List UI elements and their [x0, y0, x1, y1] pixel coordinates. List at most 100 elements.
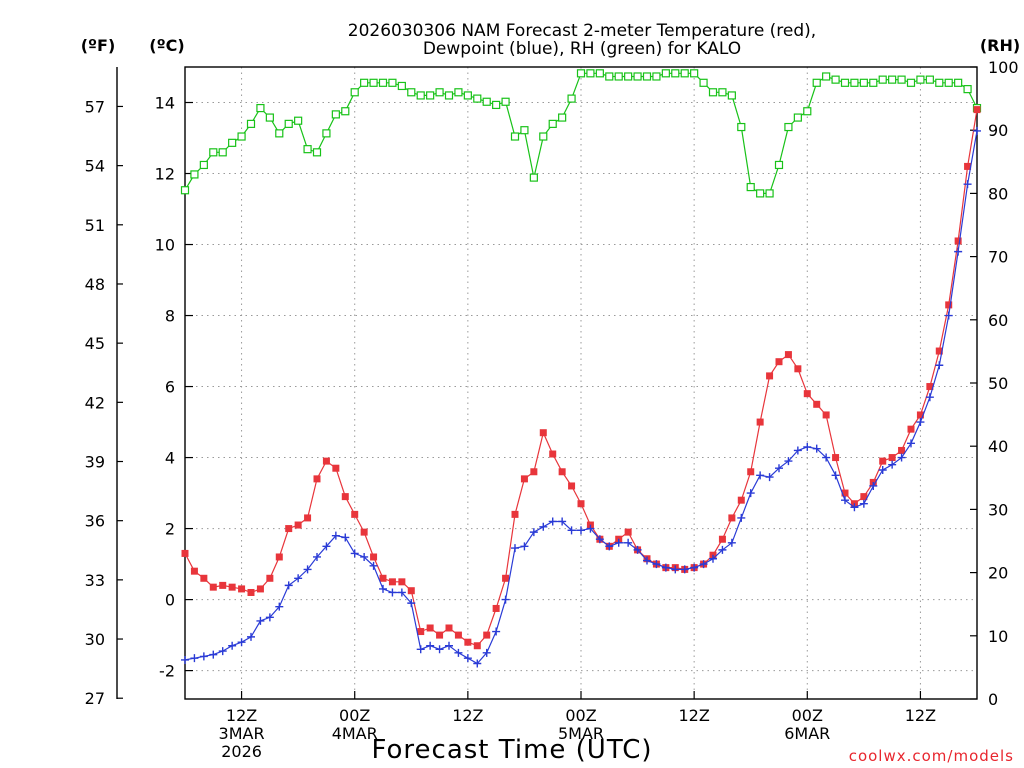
dewpoint-point [238, 638, 246, 646]
temperature-point [512, 511, 519, 518]
celsius-tick-label: -2 [159, 662, 175, 681]
temperature-point [380, 575, 387, 582]
rh-point [238, 133, 245, 140]
rh-point [540, 133, 547, 140]
temperature-point [332, 465, 339, 472]
dewpoint-point [549, 517, 557, 525]
temperature-point [314, 475, 321, 482]
temperature-point [908, 426, 915, 433]
celsius-tick-label: 2 [165, 520, 175, 539]
fahrenheit-tick-label: 36 [85, 512, 105, 531]
dewpoint-point [426, 642, 434, 650]
rh-tick-label: 70 [988, 248, 1008, 267]
dewpoint-point [954, 248, 962, 256]
temperature-point [361, 529, 368, 536]
temperature-point [257, 585, 264, 592]
rh-point [625, 73, 632, 80]
rh-axis-header: (RH) [980, 36, 1020, 55]
time-tick-label: 00Z [565, 706, 596, 725]
rh-point [889, 76, 896, 83]
celsius-tick-label: 6 [165, 378, 175, 397]
celsius-tick-label: 4 [165, 449, 175, 468]
temperature-point [889, 454, 896, 461]
rh-point [710, 89, 717, 96]
rh-tick-label: 10 [988, 627, 1008, 646]
rh-point [955, 79, 962, 86]
temperature-point [389, 578, 396, 585]
rh-tick-label: 40 [988, 437, 1008, 456]
temperature-point [747, 468, 754, 475]
rh-point [908, 79, 915, 86]
temperature-point [323, 458, 330, 465]
rh-point [266, 114, 273, 121]
rh-tick-label: 20 [988, 564, 1008, 583]
temperature-point [738, 497, 745, 504]
rh-point [512, 133, 519, 140]
temperature-point [483, 632, 490, 639]
dewpoint-point [577, 526, 585, 534]
dewpoint-point [219, 647, 227, 655]
temperature-point [832, 454, 839, 461]
rh-point [879, 76, 886, 83]
rh-point [823, 73, 830, 80]
rh-point [794, 114, 801, 121]
temperature-point [285, 525, 292, 532]
dewpoint-point [747, 489, 755, 497]
rh-point [200, 161, 207, 168]
rh-point [766, 190, 773, 197]
rh-point [662, 70, 669, 77]
rh-point [276, 130, 283, 137]
rh-point [860, 79, 867, 86]
rh-point [898, 76, 905, 83]
temperature-point [342, 493, 349, 500]
temperature-point [417, 628, 424, 635]
dewpoint-point [436, 645, 444, 653]
rh-point [455, 89, 462, 96]
temperature-point [427, 624, 434, 631]
celsius-tick-label: 10 [155, 236, 175, 255]
temperature-point [530, 468, 537, 475]
title-line-2: Dewpoint (blue), RH (green) for KALO [423, 39, 741, 59]
temperature-point [474, 642, 481, 649]
rh-point [578, 70, 585, 77]
dewpoint-point [539, 523, 547, 531]
rh-point [870, 79, 877, 86]
fahrenheit-axis: 2730333639424548515457 [85, 67, 123, 708]
dewpoint-point [256, 617, 264, 625]
rh-point [964, 86, 971, 93]
celsius-axis-header: (ºC) [149, 36, 184, 55]
temperature-point [823, 411, 830, 418]
rh-point [304, 146, 311, 153]
temperature-point [625, 529, 632, 536]
rh-point [502, 98, 509, 105]
rh-tick-label: 100 [988, 58, 1019, 77]
temperature-point [549, 451, 556, 458]
temperature-point [455, 632, 462, 639]
rh-point [436, 89, 443, 96]
temperature-point [521, 475, 528, 482]
dewpoint-point [341, 533, 349, 541]
rh-point [832, 76, 839, 83]
rh-point [804, 108, 811, 115]
rh-point [813, 79, 820, 86]
rh-point [691, 70, 698, 77]
rh-point [389, 79, 396, 86]
temperature-point [200, 575, 207, 582]
fahrenheit-tick-label: 30 [85, 630, 105, 649]
gridlines [185, 67, 977, 699]
temperature-point [568, 482, 575, 489]
temperature-point [493, 605, 500, 612]
rh-point [917, 76, 924, 83]
rh-point [191, 171, 198, 178]
fahrenheit-tick-label: 33 [85, 571, 105, 590]
temperature-point [276, 553, 283, 560]
temperature-point [436, 632, 443, 639]
rh-point [248, 120, 255, 127]
dewpoint-point [860, 500, 868, 508]
temperature-point [728, 514, 735, 521]
title-line-1: 2026030306 NAM Forecast 2-meter Temperat… [348, 21, 816, 41]
credit-text: coolwx.com/models [849, 747, 1014, 765]
rh-point [229, 139, 236, 146]
fahrenheit-tick-label: 57 [85, 97, 105, 116]
rh-point [521, 127, 528, 134]
